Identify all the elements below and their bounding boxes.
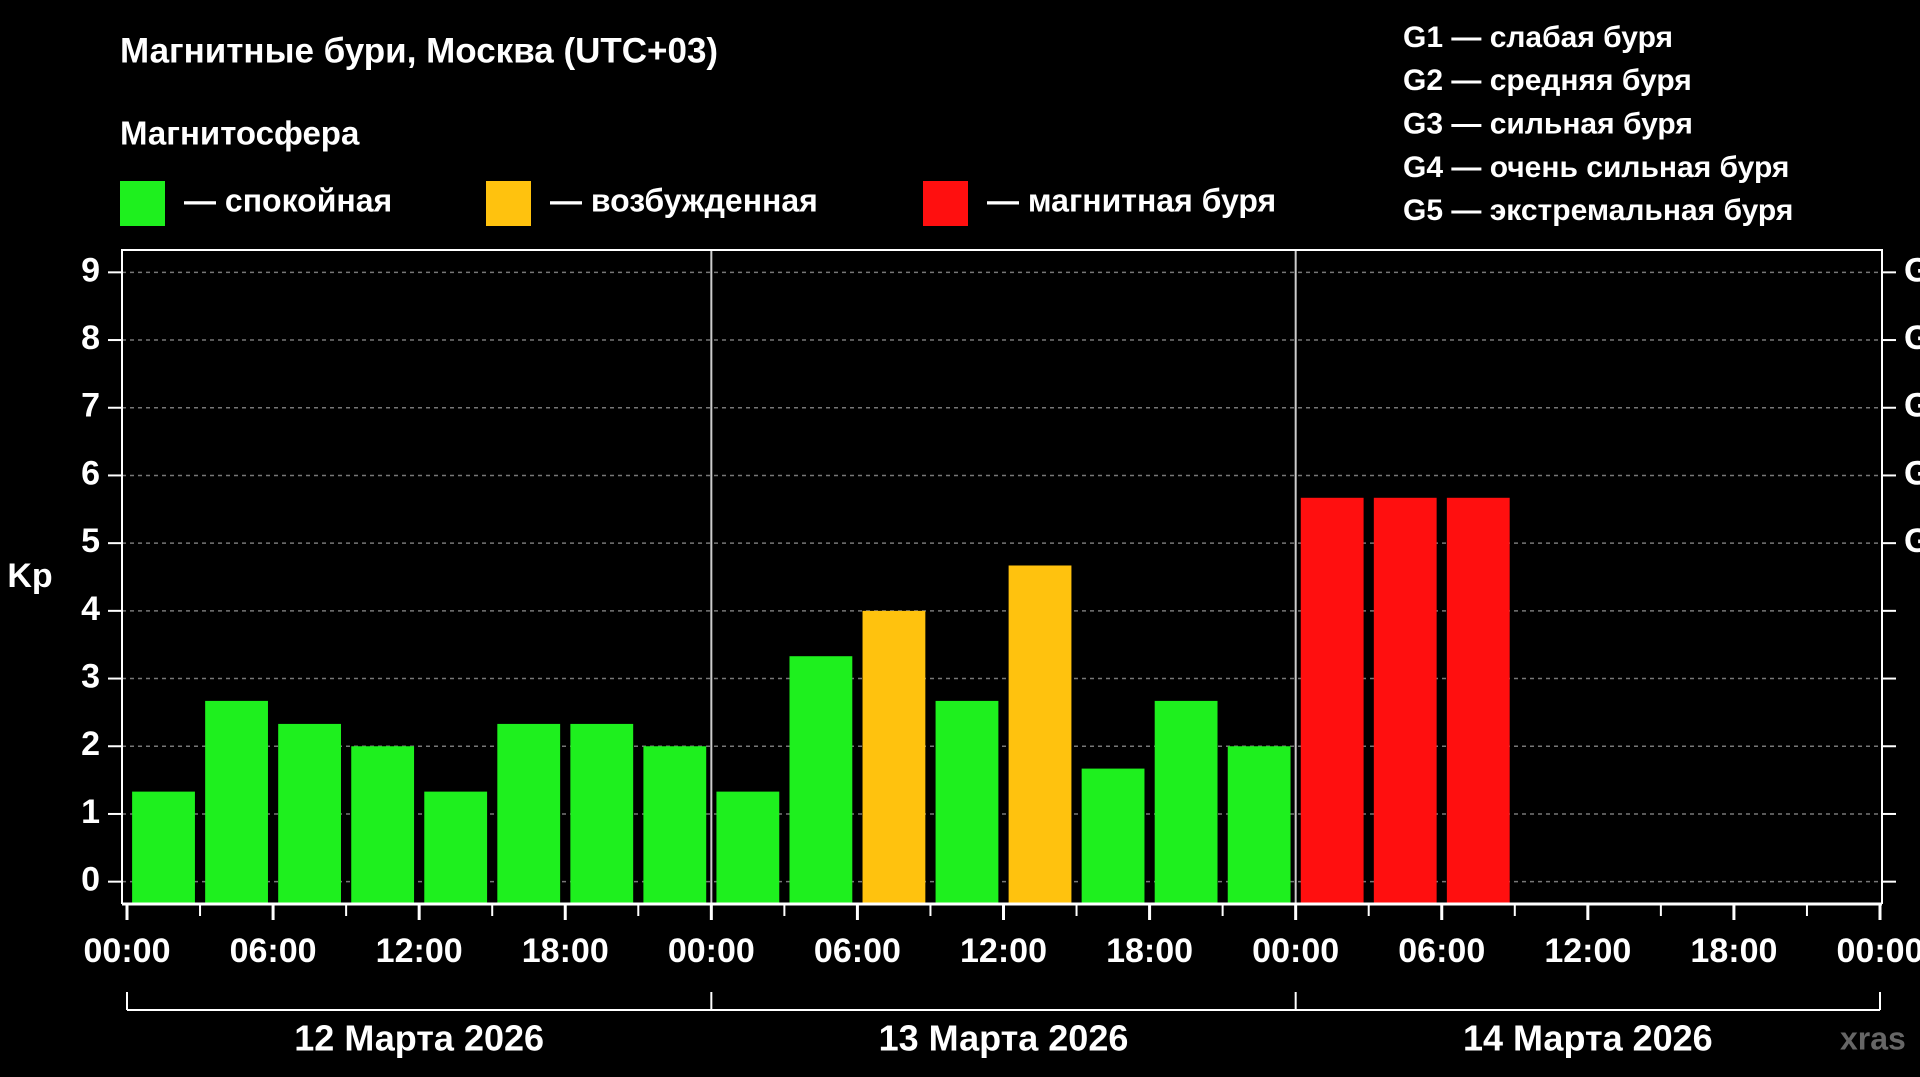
y-tick-label: 4	[81, 590, 100, 628]
legend-swatch	[923, 181, 968, 226]
x-tick-label: 06:00	[230, 932, 317, 970]
x-tick-label: 00:00	[84, 932, 171, 970]
bar	[1446, 497, 1510, 904]
y2-tick-label: G3	[1904, 387, 1920, 425]
x-tick-label: 12:00	[960, 932, 1047, 970]
y-tick-label: 7	[81, 387, 100, 425]
y-tick-label: 0	[81, 861, 100, 899]
x-tick-label: 18:00	[522, 932, 609, 970]
storm-scale-item: G1 — слабая буря	[1403, 21, 1673, 54]
x-tick-label: 18:00	[1690, 932, 1777, 970]
y-tick-label: 1	[81, 793, 100, 831]
bar	[1300, 497, 1364, 904]
bar	[1373, 497, 1437, 904]
x-tick-label: 06:00	[814, 932, 901, 970]
y2-tick-label: G2	[1904, 454, 1920, 492]
day-label: 13 Марта 2026	[879, 1018, 1129, 1059]
y2-tick-label: G4	[1904, 319, 1920, 357]
x-tick-label: 18:00	[1106, 932, 1193, 970]
bar	[1154, 700, 1218, 904]
x-tick-label: 00:00	[1837, 932, 1920, 970]
bar	[278, 723, 342, 904]
bar	[570, 723, 634, 904]
bar	[1081, 768, 1145, 904]
bar	[1227, 746, 1291, 904]
y-tick-label: 3	[81, 658, 100, 696]
storm-scale-item: G3 — сильная буря	[1403, 108, 1693, 141]
bar	[935, 700, 999, 904]
storm-scale-item: G2 — средняя буря	[1403, 64, 1692, 97]
legend-swatch	[486, 181, 531, 226]
chart-title: Магнитные бури, Москва (UTC+03)	[120, 31, 718, 70]
y-tick-label: 6	[81, 454, 100, 492]
bar	[1008, 565, 1072, 904]
y-tick-label: 8	[81, 319, 100, 357]
y-tick-label: 9	[81, 251, 100, 289]
bar	[862, 610, 926, 904]
bar	[716, 791, 780, 904]
bar	[132, 791, 195, 904]
bar	[497, 723, 561, 904]
plot-frame	[121, 249, 1883, 904]
x-tick-label: 00:00	[1252, 932, 1339, 970]
bar	[205, 700, 268, 904]
storm-scale-item: G5 — экстремальная буря	[1403, 194, 1793, 227]
legend-label: — возбужденная	[550, 182, 818, 218]
bar	[424, 791, 488, 904]
legend-swatch	[120, 181, 165, 226]
bar	[789, 656, 853, 904]
y2-tick-label: G1	[1904, 522, 1920, 560]
storm-scale-item: G4 — очень сильная буря	[1403, 151, 1789, 184]
x-tick-label: 12:00	[376, 932, 463, 970]
legend-label: — магнитная буря	[987, 182, 1276, 218]
y-tick-label: 5	[81, 522, 100, 560]
y2-tick-label: G5	[1904, 251, 1920, 289]
y-tick-label: 2	[81, 725, 100, 763]
day-label: 14 Марта 2026	[1463, 1018, 1713, 1059]
legend-label: — спокойная	[184, 182, 392, 218]
bar	[643, 746, 707, 904]
day-label: 12 Марта 2026	[294, 1018, 544, 1059]
bar	[351, 746, 415, 904]
x-tick-label: 06:00	[1398, 932, 1485, 970]
legend-title: Магнитосфера	[120, 115, 360, 152]
x-tick-label: 00:00	[668, 932, 755, 970]
x-tick-label: 12:00	[1544, 932, 1631, 970]
watermark: xras	[1840, 1020, 1906, 1056]
y-axis-label: Kp	[7, 557, 52, 595]
